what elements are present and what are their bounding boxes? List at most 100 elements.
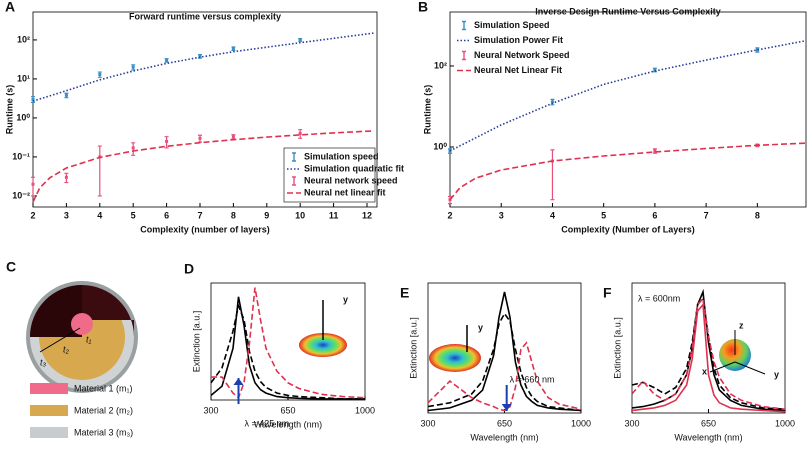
- legend-label: Neural Net Linear Fit: [474, 65, 562, 75]
- spectrum-line: [631, 296, 786, 410]
- y-axis-label: Runtime (s): [422, 85, 432, 135]
- data-point: [298, 38, 302, 42]
- annotation: λ = 600nm: [638, 293, 680, 303]
- x-axis-label: Complexity (Number of Layers): [561, 224, 695, 234]
- spectrum-line: [631, 288, 786, 412]
- x-tick-label: 300: [203, 405, 218, 415]
- y-tick-label: 10⁻²: [12, 190, 30, 200]
- x-tick-label: 6: [652, 210, 657, 220]
- inset-axis-label: y: [478, 322, 483, 332]
- x-tick-label: 650: [701, 418, 716, 428]
- x-tick-label: 650: [497, 418, 512, 428]
- data-point: [550, 100, 554, 104]
- y-tick-label: 10²: [17, 34, 30, 44]
- x-tick-label: 3: [64, 210, 69, 220]
- x-tick-label: 650: [280, 405, 295, 415]
- spectrum-line: [427, 341, 582, 412]
- x-axis-label: Complexity (number of layers): [140, 224, 270, 234]
- data-point: [31, 182, 35, 186]
- y-axis-label: Runtime (s): [4, 85, 14, 135]
- x-tick-label: 10: [295, 210, 305, 220]
- x-tick-label: 5: [601, 210, 606, 220]
- y-tick-label: 10²: [434, 60, 447, 70]
- data-point: [64, 175, 68, 179]
- x-tick-label: 7: [197, 210, 202, 220]
- x-tick-label: 300: [420, 418, 435, 428]
- data-point: [31, 97, 35, 101]
- y-tick-label: 10⁰: [16, 112, 30, 122]
- data-point: [231, 135, 235, 139]
- core-shell-diagram: C t₁ t₂ t₃ Material 1 (m₁) Material 2 (m…: [6, 259, 138, 438]
- legend-label: Material 1 (m₁): [74, 383, 133, 393]
- data-point: [198, 136, 202, 140]
- data-point: [231, 47, 235, 51]
- spectrum-line: [210, 296, 365, 400]
- legend-label: Simulation speed: [304, 151, 379, 161]
- legend-label: Simulation Power Fit: [474, 35, 563, 45]
- inset-axis-label: z: [739, 320, 744, 330]
- spectrum-line: [210, 303, 365, 400]
- error-bar: [31, 176, 35, 197]
- y-tick-label: 10¹: [17, 73, 30, 83]
- spectrum-line: [631, 302, 786, 413]
- data-point: [165, 58, 169, 62]
- spectrum-line: [427, 312, 582, 412]
- error-bar: [550, 149, 555, 201]
- x-tick-label: 4: [97, 210, 102, 220]
- x-tick-label: 11: [329, 210, 339, 220]
- thickness-label: t₃: [40, 357, 47, 367]
- data-point: [653, 149, 657, 153]
- x-tick-label: 3: [499, 210, 504, 220]
- fit-line: [32, 32, 374, 102]
- inset-axis: [734, 361, 766, 375]
- inset-axis-label: y: [343, 294, 348, 304]
- inset-torus: [299, 333, 347, 357]
- panel-label: D: [184, 261, 194, 277]
- error-bar: [97, 145, 102, 197]
- x-tick-label: 6: [164, 210, 169, 220]
- y-axis-label: Extinction [a.u.]: [191, 311, 201, 373]
- data-point: [131, 65, 135, 69]
- x-tick-label: 300: [624, 418, 639, 428]
- x-tick-label: 7: [704, 210, 709, 220]
- fit-line: [32, 130, 374, 203]
- legend-label: Neural network speed: [304, 175, 398, 185]
- x-tick-label: 2: [30, 210, 35, 220]
- data-point: [755, 48, 759, 52]
- legend-label: Simulation quadratic fit: [304, 163, 404, 173]
- panel-label: E: [400, 285, 409, 301]
- inset-axis-label: x: [702, 366, 707, 376]
- x-tick-label: 1000: [355, 405, 375, 415]
- annotation-arrowhead: [501, 404, 512, 411]
- spectrum-line: [427, 291, 582, 412]
- x-tick-label: 12: [362, 210, 372, 220]
- legend-swatch: [30, 383, 68, 394]
- data-point: [98, 72, 102, 76]
- legend-swatch: [462, 20, 466, 31]
- x-tick-label: 1000: [571, 418, 591, 428]
- annotation: λ = 660 nm: [510, 374, 555, 384]
- thickness-label: t₁: [86, 334, 92, 344]
- annotation-arrowhead: [233, 378, 244, 385]
- chart-title: Inverse Design Runtime Versus Complexity: [535, 6, 721, 16]
- plot-frame: [449, 11, 807, 208]
- inset-torus: [429, 344, 481, 372]
- data-point: [653, 68, 657, 72]
- plot-frame: [32, 11, 378, 208]
- legend-label: Simulation Speed: [474, 20, 550, 30]
- chart-title: Forward runtime versus complexity: [129, 11, 281, 21]
- panel-label: A: [5, 0, 15, 15]
- core-material-1: [71, 313, 93, 335]
- x-tick-label: 2: [447, 210, 452, 220]
- x-tick-label: 9: [264, 210, 269, 220]
- y-tick-label: 10⁻¹: [12, 151, 30, 161]
- x-tick-label: 5: [131, 210, 136, 220]
- data-point: [131, 146, 135, 150]
- x-tick-label: 4: [550, 210, 555, 220]
- data-point: [165, 139, 169, 143]
- annotation: λ = 425 nm: [245, 418, 290, 428]
- fit-line: [449, 39, 807, 152]
- legend-swatch: [462, 50, 466, 61]
